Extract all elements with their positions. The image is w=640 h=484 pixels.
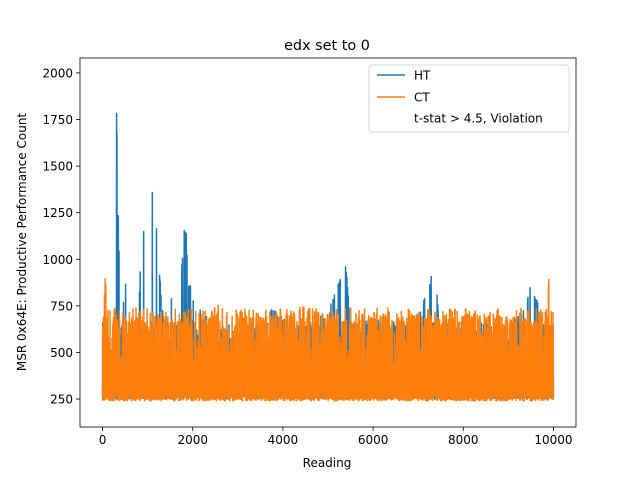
x-tick-label: 10000: [534, 433, 572, 447]
x-tick-label: 4000: [268, 433, 299, 447]
y-axis: 250 500 750 1000 1250 1500 1750 2000: [42, 66, 80, 407]
x-axis: 0 2000 4000 6000 8000 10000: [99, 427, 573, 447]
legend: HT CT t-stat > 4.5, Violation: [368, 64, 570, 133]
y-tick-label: 750: [50, 299, 73, 313]
y-tick-label: 500: [50, 346, 73, 360]
legend-label-violation: t-stat > 4.5, Violation: [414, 112, 543, 126]
plot-frame: [79, 57, 577, 428]
legend-label-ht: HT: [414, 69, 431, 83]
x-axis-label: Reading: [303, 456, 352, 470]
x-tick-label: 2000: [177, 433, 208, 447]
y-axis-label: MSR 0x64E: Productive Performance Count: [15, 113, 29, 372]
y-tick-label: 1250: [42, 206, 73, 220]
x-tick-label: 0: [99, 433, 107, 447]
series-layer: [101, 112, 555, 402]
legend-box: [368, 64, 570, 133]
y-tick-label: 1000: [42, 253, 73, 267]
y-tick-label: 250: [50, 393, 73, 407]
legend-label-ct: CT: [414, 91, 430, 105]
y-tick-label: 2000: [42, 66, 73, 80]
x-tick-label: 8000: [448, 433, 479, 447]
series-line-ct: [101, 277, 555, 402]
y-tick-label: 1500: [42, 160, 73, 174]
x-tick-label: 6000: [358, 433, 389, 447]
y-tick-label: 1750: [42, 113, 73, 127]
chart-title: edx set to 0: [284, 38, 370, 54]
